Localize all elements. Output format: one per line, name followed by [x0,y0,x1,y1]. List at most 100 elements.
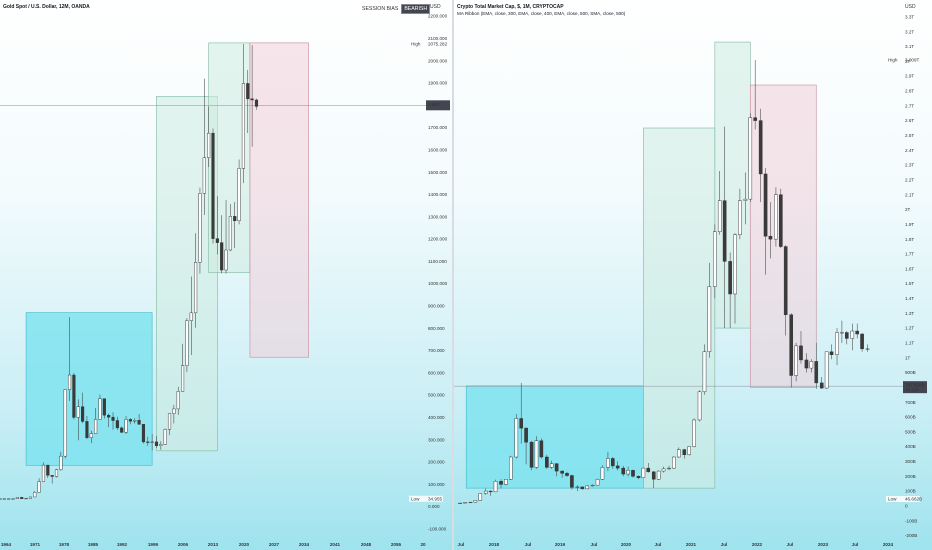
y-axis-tick-label: 600.000 [428,370,445,375]
high-value: 3.009T [905,58,919,63]
candle-body [54,469,59,477]
candle-body [545,456,549,468]
candle-body [738,200,742,235]
candle-body [0,498,2,500]
x-axis-tick-label: Jul [458,542,465,547]
candle-body [154,441,159,446]
candle-body [28,496,33,499]
y-axis-tick-label: 300B [905,459,916,464]
y-axis-tick-label: 500B [905,429,916,434]
x-axis-tick-label: 2023 [818,542,829,547]
candle-body [167,413,172,430]
green-range-box-2[interactable] [714,41,751,329]
candle-body [687,446,691,456]
low-label-bg [409,495,443,502]
candle-body [860,333,864,350]
candle-body [111,416,115,421]
gold-chart-svg[interactable]: 2200.0002100.0002000.0001900.0001800.000… [0,0,453,550]
y-axis-tick-label: 2.4T [905,148,914,153]
gold-chart-pane[interactable]: Gold Spot / U.S. Dollar, 12M, OANDA SESS… [0,0,453,550]
candle-body [753,117,757,121]
y-axis-tick-label: -100B [905,518,917,523]
y-axis-tick-label: 3.1T [905,44,914,49]
candle-body [228,216,232,251]
candle-body [549,463,554,468]
candle-body [493,481,498,493]
y-axis-tick-label: 3T [905,59,911,64]
red-range-box-3[interactable] [249,42,309,358]
x-axis-tick-label: 2020 [621,542,632,547]
candle-body [758,120,763,175]
crypto-chart-svg[interactable]: 3.3T 3.2T 3.1T 3T 2.9T 2.8T 2.7T 2.6T 2.5T 2.4T 2.… [454,0,932,550]
candle-body [7,498,11,500]
price-tag-label: 1,800 [428,102,440,107]
candle-body [11,498,15,500]
y-axis-tick-label: 2.5T [905,133,914,138]
price-tag-label: 767.926B [905,383,925,388]
candle-body [254,99,259,107]
price-tag-bg [903,381,927,394]
candle-body [529,441,534,468]
y-axis-tick-label: 400.000 [428,415,445,420]
candle-body [829,351,834,355]
pane-divider[interactable] [452,0,454,550]
y-axis-tick-label: 500.000 [428,393,445,398]
candle-body [102,398,106,416]
candle-body [85,421,89,438]
candle-body [207,132,211,158]
candle-body [15,497,19,499]
x-axis-tick-label: Jul [655,542,662,547]
candle-body [463,502,467,504]
candle-body [115,420,119,429]
crypto-chart-title: Crypto Total Market Cap, $, 1M, CRYPTOCA… [457,4,564,10]
y-axis-tick-label: 1.4T [905,296,914,301]
candle-body [150,441,154,443]
session-bias-indicator: SESSION BIAS BEARISH [362,4,431,14]
candle-body [728,261,732,295]
y-axis-tick-label: 1600.000 [428,147,448,152]
candle-body [94,419,98,434]
candle-body [24,498,28,500]
candle-body [575,486,580,488]
candle-body [202,157,206,194]
candle-body [656,470,661,480]
y-axis-tick-label: 1.7T [905,252,914,257]
green-range-box-1[interactable] [643,127,716,489]
y-axis-tick-label: 1000.000 [428,281,448,286]
x-axis-tick-label: 1992 [117,542,128,547]
crypto-chart-pane[interactable]: Crypto Total Market Cap, $, 1M, CRYPTOCA… [454,0,932,550]
x-axis-tick-label: Jul [852,542,859,547]
candle-body [565,473,569,476]
y-axis-tick-label: 1.9T [905,222,914,227]
candle-body [76,406,80,418]
candle-body [844,332,849,339]
y-axis-tick-label: 1.2T [905,326,914,331]
y-axis-tick-label: 1T [905,355,911,360]
y-axis-tick-label: 0.000 [428,504,440,509]
y-axis-tick-label: 700.000 [428,348,445,353]
candle-body [224,249,228,271]
y-axis-tick-label: 1.3T [905,311,914,316]
candle-body [128,419,132,422]
candle-body [850,330,855,339]
candle-body [180,365,185,392]
x-axis-tick-label: 2021 [686,542,697,547]
candle-body [611,458,615,467]
y-axis-tick-label: 2.1T [905,192,914,197]
candle-body [840,332,844,334]
candle-body [246,83,250,100]
cyan-range-box-0[interactable] [465,385,644,489]
candle-body [631,470,635,477]
session-bias-value: BEARISH [401,4,431,14]
candle-body [641,467,646,478]
candle-body [809,361,814,369]
y-axis-tick-label: 0 [905,504,908,509]
candle-body [626,470,630,475]
low-value: 46.662B [905,497,922,502]
y-axis-tick-label: 200B [905,474,916,479]
cyan-range-box-0[interactable] [25,312,153,466]
candle-body [509,456,513,480]
candle-body [672,456,676,469]
x-axis-tick-label: 2048 [361,542,372,547]
session-bias-label: SESSION BIAS [362,6,399,12]
